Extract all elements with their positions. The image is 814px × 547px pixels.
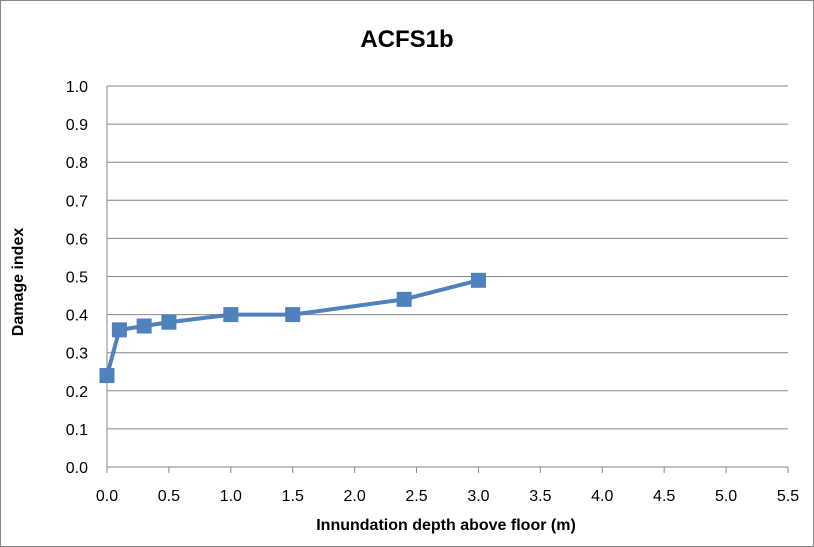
x-tick-label: 5.0: [715, 488, 737, 505]
x-tick-label: 4.0: [591, 488, 613, 505]
x-tick-label: 0.0: [96, 488, 118, 505]
x-tick-label: 1.0: [220, 488, 242, 505]
x-tick-label: 2.5: [405, 488, 427, 505]
y-tick-label: 0.3: [66, 346, 88, 363]
y-tick-label: 0.4: [66, 308, 88, 325]
data-point: [111, 322, 127, 338]
y-tick-label: 0.0: [66, 460, 88, 477]
plot-series: [99, 272, 486, 384]
x-tick-label: 2.0: [344, 488, 366, 505]
y-axis-label: Damage index: [10, 228, 27, 337]
x-tick-label: 1.5: [282, 488, 304, 505]
x-tick-label: 3.0: [467, 488, 489, 505]
x-tick-labels: 0.0 0.5 1.0 1.5 2.0 2.5 3.0 3.5 4.0 4.5 5.0 5.5: [96, 488, 799, 505]
data-point: [99, 368, 115, 384]
x-tick-label: 0.5: [158, 488, 180, 505]
data-point: [136, 318, 152, 334]
y-tick-label: 0.2: [66, 384, 88, 401]
y-tick-labels: 0.0 0.1 0.2 0.3 0.4 0.5 0.6 0.7 0.8 0.9 1.0: [66, 79, 88, 477]
y-tick-label: 0.9: [66, 117, 88, 134]
y-tick-label: 0.7: [66, 193, 88, 210]
data-point: [470, 272, 486, 288]
y-tick-label: 1.0: [66, 79, 88, 96]
x-axis-label: Innundation depth above floor (m): [316, 517, 576, 534]
y-tick-label: 0.6: [66, 231, 88, 248]
y-tick-label: 0.5: [66, 270, 88, 287]
data-point: [223, 307, 239, 323]
data-point: [161, 314, 177, 330]
x-tick-label: 4.5: [653, 488, 675, 505]
grid-lines: [106, 85, 789, 473]
chart-title: ACFS1b: [360, 26, 453, 53]
data-point: [396, 291, 412, 307]
y-tick-label: 0.1: [66, 422, 88, 439]
y-tick-label: 0.8: [66, 155, 88, 172]
data-point: [285, 307, 301, 323]
x-tick-label: 5.5: [777, 488, 799, 505]
x-tick-label: 3.5: [529, 488, 551, 505]
